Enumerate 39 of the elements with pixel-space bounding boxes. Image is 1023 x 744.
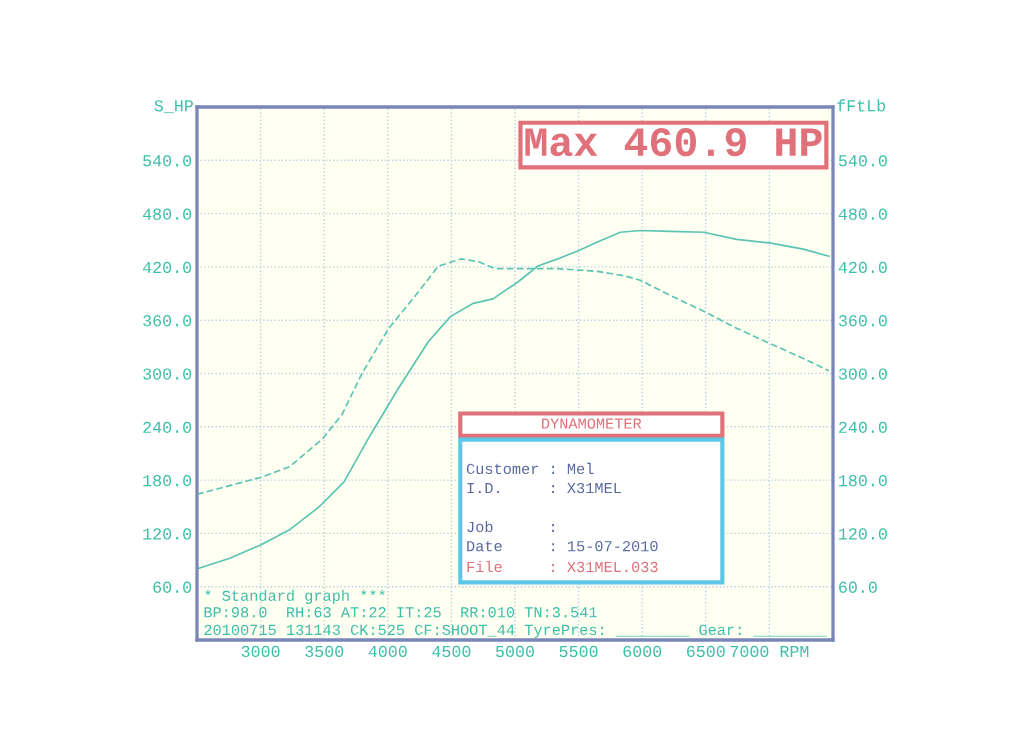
annotation: * Standard graph *** bbox=[205, 589, 385, 604]
x-tick-label: 4000 bbox=[368, 645, 407, 658]
y2-tick-label: 540.0 bbox=[838, 155, 887, 167]
x-tick-label: 6500 bbox=[687, 645, 725, 658]
annotation: Max 460.9 HP bbox=[525, 127, 822, 157]
annotation: File : X31MEL.033 bbox=[467, 560, 658, 573]
x-tick-label: 4500 bbox=[432, 645, 471, 658]
y-tick-label: 360.0 bbox=[143, 315, 192, 327]
y-tick-label: 540.0 bbox=[143, 155, 192, 167]
y-tick-label: 180.0 bbox=[143, 474, 192, 487]
y-tick-label: 480.0 bbox=[142, 208, 192, 220]
y-tick-label: 60.0 bbox=[153, 581, 192, 593]
y-axis-title: S_HP bbox=[154, 100, 193, 114]
y2-tick-label: 240.0 bbox=[839, 421, 887, 433]
x-tick-label: 7000 RPM bbox=[730, 645, 809, 658]
y-tick-label: 120.0 bbox=[143, 528, 192, 540]
y2-axis-title: fFtLb bbox=[837, 99, 886, 112]
annotation: DYNAMOMETER bbox=[542, 418, 642, 429]
annotation: Customer : Mel bbox=[466, 462, 594, 475]
y-tick-label: 420.0 bbox=[142, 261, 192, 274]
y2-tick-label: 60.0 bbox=[839, 581, 877, 593]
x-tick-label: 5000 bbox=[496, 645, 534, 658]
annotation: Job : bbox=[467, 520, 554, 533]
annotation: BP:98.0 RH:63 AT:22 IT:25 RR:010 TN:3.541 bbox=[204, 607, 597, 618]
y-tick-label: 240.0 bbox=[143, 421, 192, 433]
x-tick-label: 3000 bbox=[241, 645, 280, 658]
x-tick-label: 6000 bbox=[623, 645, 662, 658]
x-tick-label: 5500 bbox=[559, 645, 598, 658]
annotation: 20100715 131143 CK:525 CF:SHOOT_44 TyrePres: ________ Gear: ________ bbox=[204, 624, 827, 639]
y2-tick-label: 360.0 bbox=[838, 315, 887, 327]
annotation: Date : 15-07-2010 bbox=[467, 540, 658, 552]
y2-tick-label: 420.0 bbox=[838, 261, 887, 274]
y2-tick-label: 480.0 bbox=[838, 208, 887, 220]
y2-tick-label: 180.0 bbox=[839, 474, 887, 487]
y2-tick-label: 300.0 bbox=[838, 368, 887, 380]
x-tick-label: 3500 bbox=[305, 645, 344, 658]
y-tick-label: 300.0 bbox=[143, 368, 192, 380]
annotation: I.D. : X31MEL bbox=[467, 482, 621, 494]
y2-tick-label: 120.0 bbox=[839, 528, 887, 540]
